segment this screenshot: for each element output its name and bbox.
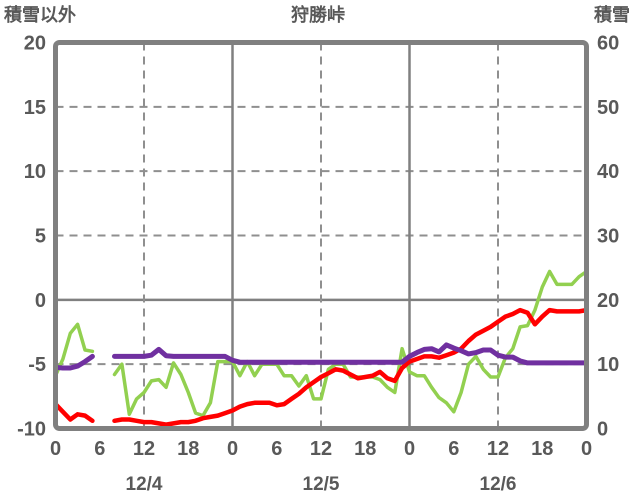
right-tick-label: 40 <box>597 161 619 183</box>
series-green-line <box>112 269 589 418</box>
hour-tick-label: 0 <box>50 438 61 460</box>
hour-tick-label: 6 <box>448 438 459 460</box>
series-red-line <box>112 307 589 427</box>
left-tick-label: -5 <box>28 354 46 376</box>
left-axis-header: 積雪以外 <box>4 5 76 25</box>
hour-tick-label: 18 <box>354 438 376 460</box>
x-axis-labels: 0 6 12 18 0 6 12 18 0 6 12 18 0 12/4 12/5 12/6 <box>50 438 592 495</box>
hour-tick-label: 18 <box>531 438 553 460</box>
date-label: 12/6 <box>480 474 517 495</box>
left-tick-label: -10 <box>17 419 46 441</box>
left-tick-label: 10 <box>24 161 46 183</box>
left-tick-label: 15 <box>24 97 46 119</box>
right-tick-label: 20 <box>597 290 619 312</box>
series-green-line <box>53 322 95 378</box>
right-tick-label: 50 <box>597 97 619 119</box>
hour-tick-label: 0 <box>404 438 415 460</box>
hour-tick-label: 0 <box>581 438 592 460</box>
hour-tick-label: 12 <box>133 438 155 460</box>
gridlines <box>55 42 587 429</box>
hour-tick-label: 6 <box>94 438 105 460</box>
hour-tick-label: 12 <box>487 438 509 460</box>
left-tick-label: 20 <box>24 33 46 55</box>
right-tick-label: 60 <box>597 33 619 55</box>
series-red-line <box>53 401 95 424</box>
hour-tick-label: 0 <box>227 438 238 460</box>
right-axis-header: 積雪 <box>594 5 630 25</box>
date-label: 12/5 <box>303 474 340 495</box>
series-group <box>53 269 589 427</box>
hour-tick-label: 6 <box>271 438 282 460</box>
left-tick-label: 0 <box>35 290 46 312</box>
right-tick-label: 0 <box>597 419 608 441</box>
hour-tick-label: 12 <box>310 438 332 460</box>
left-tick-label: 5 <box>35 226 46 248</box>
chart-title: 狩勝峠 <box>291 5 345 25</box>
series-purple-line <box>112 342 589 366</box>
plot-border <box>53 40 589 431</box>
series-purple-line <box>53 353 95 371</box>
right-tick-label: 10 <box>597 354 619 376</box>
hour-tick-label: 18 <box>177 438 199 460</box>
right-tick-label: 30 <box>597 226 619 248</box>
date-label: 12/4 <box>126 474 163 495</box>
